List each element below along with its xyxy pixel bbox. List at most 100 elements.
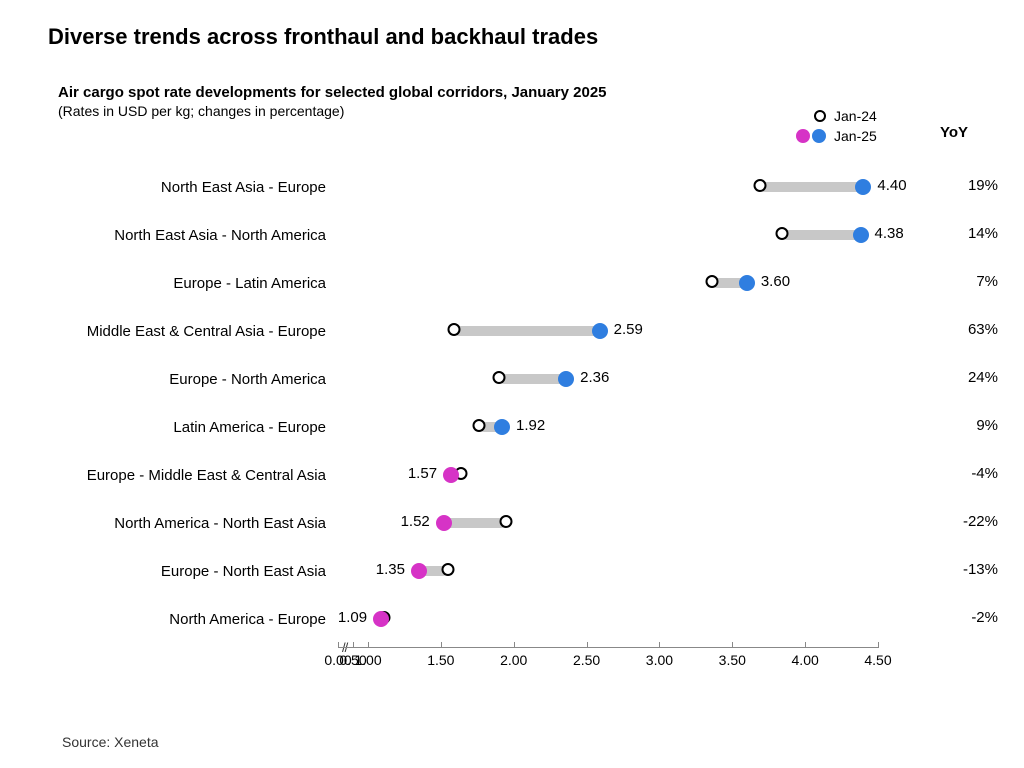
jan24-marker bbox=[500, 515, 513, 528]
yoy-value: 14% bbox=[918, 225, 998, 242]
axis-tick-label: 2.50 bbox=[573, 652, 600, 668]
axis-tick-label: 2.00 bbox=[500, 652, 527, 668]
value-label: 3.60 bbox=[761, 273, 790, 290]
jan25-marker bbox=[853, 227, 869, 243]
row-label: Europe - Latin America bbox=[48, 275, 338, 292]
chart-row: North East Asia - Europe4.4019% bbox=[48, 165, 988, 209]
row-label: North America - Europe bbox=[48, 611, 338, 628]
chart-row: Europe - Latin America3.607% bbox=[48, 261, 988, 305]
row-plot: 1.35 bbox=[338, 549, 878, 593]
axis-tick bbox=[338, 642, 339, 648]
yoy-value: 19% bbox=[918, 177, 998, 194]
source-text: Source: Xeneta bbox=[62, 734, 159, 750]
axis-tick bbox=[368, 642, 369, 648]
row-label: Europe - North America bbox=[48, 371, 338, 388]
value-label: 4.40 bbox=[877, 177, 906, 194]
yoy-value: 24% bbox=[918, 369, 998, 386]
subtitle: Air cargo spot rate developments for sel… bbox=[58, 84, 992, 101]
jan25-marker bbox=[436, 515, 452, 531]
axis-tick-label: 4.50 bbox=[864, 652, 891, 668]
row-label: North East Asia - North America bbox=[48, 227, 338, 244]
jan24-marker bbox=[493, 371, 506, 384]
dumbbell-chart: // 0.000.501.001.502.002.503.003.504.004… bbox=[48, 149, 988, 709]
axis-tick bbox=[805, 642, 806, 648]
row-plot: 4.40 bbox=[338, 165, 878, 209]
chart-row: Europe - Middle East & Central Asia1.57-… bbox=[48, 453, 988, 497]
jan25-marker bbox=[411, 563, 427, 579]
x-axis: 0.000.501.001.502.002.503.003.504.004.50 bbox=[338, 647, 878, 677]
jan24-marker bbox=[447, 323, 460, 336]
value-label: 1.35 bbox=[376, 561, 405, 578]
jan24-marker bbox=[442, 563, 455, 576]
value-label: 4.38 bbox=[875, 225, 904, 242]
chart-row: Europe - North America2.3624% bbox=[48, 357, 988, 401]
axis-tick bbox=[732, 642, 733, 648]
jan24-marker bbox=[775, 227, 788, 240]
axis-tick-label: 4.00 bbox=[792, 652, 819, 668]
row-plot: 3.60 bbox=[338, 261, 878, 305]
value-label: 1.09 bbox=[338, 609, 367, 626]
yoy-value: -2% bbox=[918, 609, 998, 626]
legend-row-jan24: Jan-24 bbox=[786, 106, 877, 126]
row-plot: 1.92 bbox=[338, 405, 878, 449]
connector-bar bbox=[782, 230, 861, 240]
row-plot: 2.59 bbox=[338, 309, 878, 353]
legend: Jan-24 Jan-25 bbox=[786, 106, 877, 146]
row-label: North America - North East Asia bbox=[48, 515, 338, 532]
chart-row: Europe - North East Asia1.35-13% bbox=[48, 549, 988, 593]
chart-row: Middle East & Central Asia - Europe2.596… bbox=[48, 309, 988, 353]
decrease-circle-icon bbox=[796, 129, 810, 143]
connector-bar bbox=[499, 374, 566, 384]
value-label: 2.36 bbox=[580, 369, 609, 386]
axis-tick-label: 3.50 bbox=[719, 652, 746, 668]
axis-tick-label: 1.50 bbox=[427, 652, 454, 668]
connector-bar bbox=[454, 326, 600, 336]
jan24-marker bbox=[705, 275, 718, 288]
row-label: Middle East & Central Asia - Europe bbox=[48, 323, 338, 340]
jan25-marker bbox=[558, 371, 574, 387]
yoy-value: 7% bbox=[918, 273, 998, 290]
jan25-marker bbox=[592, 323, 608, 339]
jan25-marker bbox=[373, 611, 389, 627]
row-label: Latin America - Europe bbox=[48, 419, 338, 436]
chart-row: North America - North East Asia1.52-22% bbox=[48, 501, 988, 545]
increase-circle-icon bbox=[812, 129, 826, 143]
chart-row: Latin America - Europe1.929% bbox=[48, 405, 988, 449]
hollow-circle-icon bbox=[814, 110, 826, 122]
connector-bar bbox=[444, 518, 507, 528]
yoy-value: 63% bbox=[918, 321, 998, 338]
row-label: Europe - Middle East & Central Asia bbox=[48, 467, 338, 484]
main-title: Diverse trends across fronthaul and back… bbox=[48, 24, 992, 50]
value-label: 1.57 bbox=[408, 465, 437, 482]
legend-row-jan25: Jan-25 bbox=[786, 126, 877, 146]
legend-label-jan24: Jan-24 bbox=[834, 108, 877, 124]
axis-tick-label: 3.00 bbox=[646, 652, 673, 668]
row-label: North East Asia - Europe bbox=[48, 179, 338, 196]
value-label: 2.59 bbox=[614, 321, 643, 338]
jan25-marker bbox=[443, 467, 459, 483]
row-plot: 2.36 bbox=[338, 357, 878, 401]
yoy-value: 9% bbox=[918, 417, 998, 434]
axis-tick bbox=[353, 642, 354, 648]
legend-label-jan25: Jan-25 bbox=[834, 128, 877, 144]
chart-row: North America - Europe1.09-2% bbox=[48, 597, 988, 641]
axis-tick-label: 1.00 bbox=[354, 652, 381, 668]
axis-tick bbox=[514, 642, 515, 648]
axis-tick bbox=[659, 642, 660, 648]
jan24-marker bbox=[753, 179, 766, 192]
row-plot: 4.38 bbox=[338, 213, 878, 257]
jan25-marker bbox=[739, 275, 755, 291]
row-plot: 1.09 bbox=[338, 597, 878, 641]
yoy-value: -13% bbox=[918, 561, 998, 578]
connector-bar bbox=[760, 182, 863, 192]
row-label: Europe - North East Asia bbox=[48, 563, 338, 580]
yoy-header: YoY bbox=[940, 124, 968, 141]
value-label: 1.92 bbox=[516, 417, 545, 434]
jan24-marker bbox=[472, 419, 485, 432]
axis-tick bbox=[878, 642, 879, 648]
row-plot: 1.57 bbox=[338, 453, 878, 497]
chart-row: North East Asia - North America4.3814% bbox=[48, 213, 988, 257]
jan25-marker bbox=[855, 179, 871, 195]
axis-tick bbox=[441, 642, 442, 648]
jan25-marker bbox=[494, 419, 510, 435]
